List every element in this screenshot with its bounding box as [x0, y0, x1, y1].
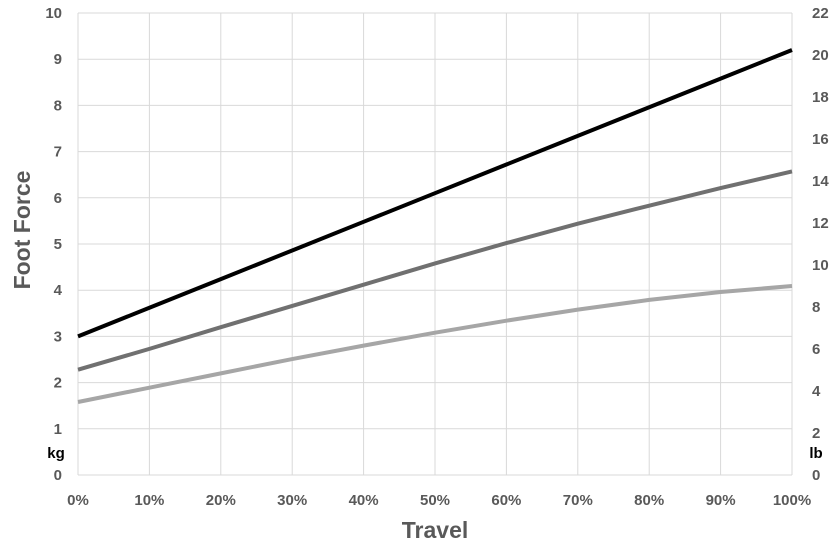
x-tick-label: 70%: [563, 492, 593, 509]
x-tick-label: 60%: [491, 492, 521, 509]
y-left-tick-label: 2: [54, 375, 62, 392]
y-axis-right-unit: lb: [809, 445, 822, 462]
y-right-tick-label: 18: [812, 89, 829, 106]
y-left-tick-label: 4: [54, 282, 63, 299]
y-left-tick-label: 10: [45, 5, 62, 22]
y-right-tick-label: 0: [812, 467, 820, 484]
series-line-1: [77, 48, 793, 339]
y-left-tick-label: 6: [54, 190, 62, 207]
y-right-tick-label: 12: [812, 215, 829, 232]
x-tick-label: 20%: [206, 492, 236, 509]
series-lines: [77, 48, 793, 404]
y-right-tick-label: 6: [812, 341, 820, 358]
y-axis-right-ticks: 0 2 4 6 8 10 12 14 16 18 20 22: [812, 5, 829, 484]
x-tick-label: 50%: [420, 492, 450, 509]
y-left-tick-label: 8: [54, 97, 62, 114]
y-right-tick-label: 2: [812, 425, 820, 442]
x-tick-label: 10%: [134, 492, 164, 509]
y-right-tick-label: 4: [812, 383, 821, 400]
y-left-tick-label: 0: [54, 467, 62, 484]
x-tick-label: 90%: [706, 492, 736, 509]
y-right-tick-label: 14: [812, 173, 829, 190]
x-tick-label: 30%: [277, 492, 307, 509]
series-line-3: [77, 284, 793, 404]
x-tick-label: 40%: [349, 492, 379, 509]
x-tick-label: 80%: [634, 492, 664, 509]
gridlines: [77, 12, 793, 476]
x-axis-ticks: 0% 10% 20% 30% 40% 50% 60% 70% 80% 90% 100%: [67, 492, 811, 509]
series-line-2: [77, 169, 793, 372]
y-right-tick-label: 16: [812, 131, 829, 148]
x-tick-label: 0%: [67, 492, 89, 509]
y-right-tick-label: 10: [812, 257, 829, 274]
y-right-tick-label: 8: [812, 299, 820, 316]
x-tick-label: 100%: [773, 492, 811, 509]
y-right-tick-label: 20: [812, 47, 829, 64]
y-axis-left-ticks: 0 1 2 3 4 5 6 7 8 9 10: [45, 5, 62, 484]
y-axis-title: Foot Force: [9, 171, 35, 290]
y-left-tick-label: 9: [54, 51, 62, 68]
y-right-tick-label: 22: [812, 5, 829, 22]
y-left-tick-label: 7: [54, 144, 62, 161]
y-left-tick-label: 1: [54, 421, 62, 438]
y-axis-left-unit: kg: [47, 445, 65, 462]
y-left-tick-label: 3: [54, 328, 62, 345]
y-left-tick-label: 5: [54, 236, 62, 253]
x-axis-title: Travel: [402, 517, 469, 543]
